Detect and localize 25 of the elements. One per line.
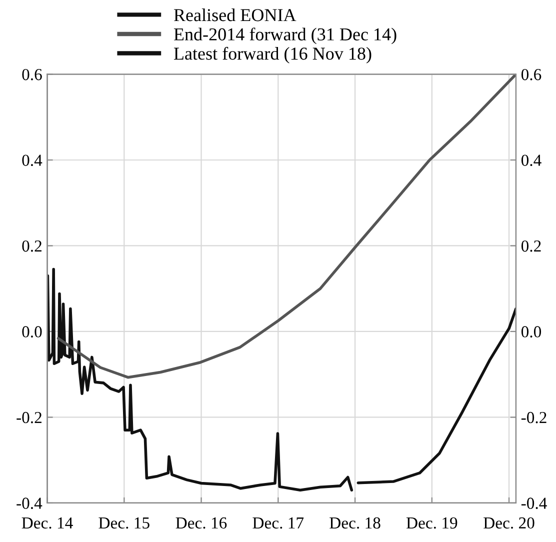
line-series xyxy=(56,74,516,379)
y2-tick-label: -0.4 xyxy=(521,498,547,509)
x-tick-label: Dec. 20 xyxy=(484,517,534,529)
y2-tick-label: 0.6 xyxy=(521,68,542,80)
y2-tick-label: 0.2 xyxy=(521,240,541,252)
legend-label: End-2014 forward (31 Dec 14) xyxy=(174,28,396,44)
y-tick-label: -0.4 xyxy=(16,498,42,509)
y-tick-label: 0.0 xyxy=(22,326,42,338)
x-tick-label: Dec. 15 xyxy=(98,517,150,529)
x-tick-label: Dec. 19 xyxy=(406,517,458,529)
line-series xyxy=(356,307,516,484)
x-tick-label: Dec. 18 xyxy=(330,517,380,529)
x-tick-label: Dec. 17 xyxy=(252,517,304,529)
x-tick-label: Dec. 14 xyxy=(22,517,73,529)
y-tick-label: 0.6 xyxy=(22,68,42,80)
y2-tick-label: 0.0 xyxy=(521,326,542,338)
y-tick-label: 0.2 xyxy=(22,240,42,252)
legend-label: Latest forward (16 Nov 18) xyxy=(174,46,372,64)
x-tick-label: Dec. 16 xyxy=(176,517,227,529)
y2-tick-label: -0.2 xyxy=(521,412,546,424)
legend-label: Realised EONIA xyxy=(174,8,296,22)
y-tick-label: -0.2 xyxy=(16,412,42,424)
y2-tick-label: 0.4 xyxy=(521,154,542,166)
line-series xyxy=(47,268,354,492)
y-tick-label: 0.4 xyxy=(22,154,42,166)
